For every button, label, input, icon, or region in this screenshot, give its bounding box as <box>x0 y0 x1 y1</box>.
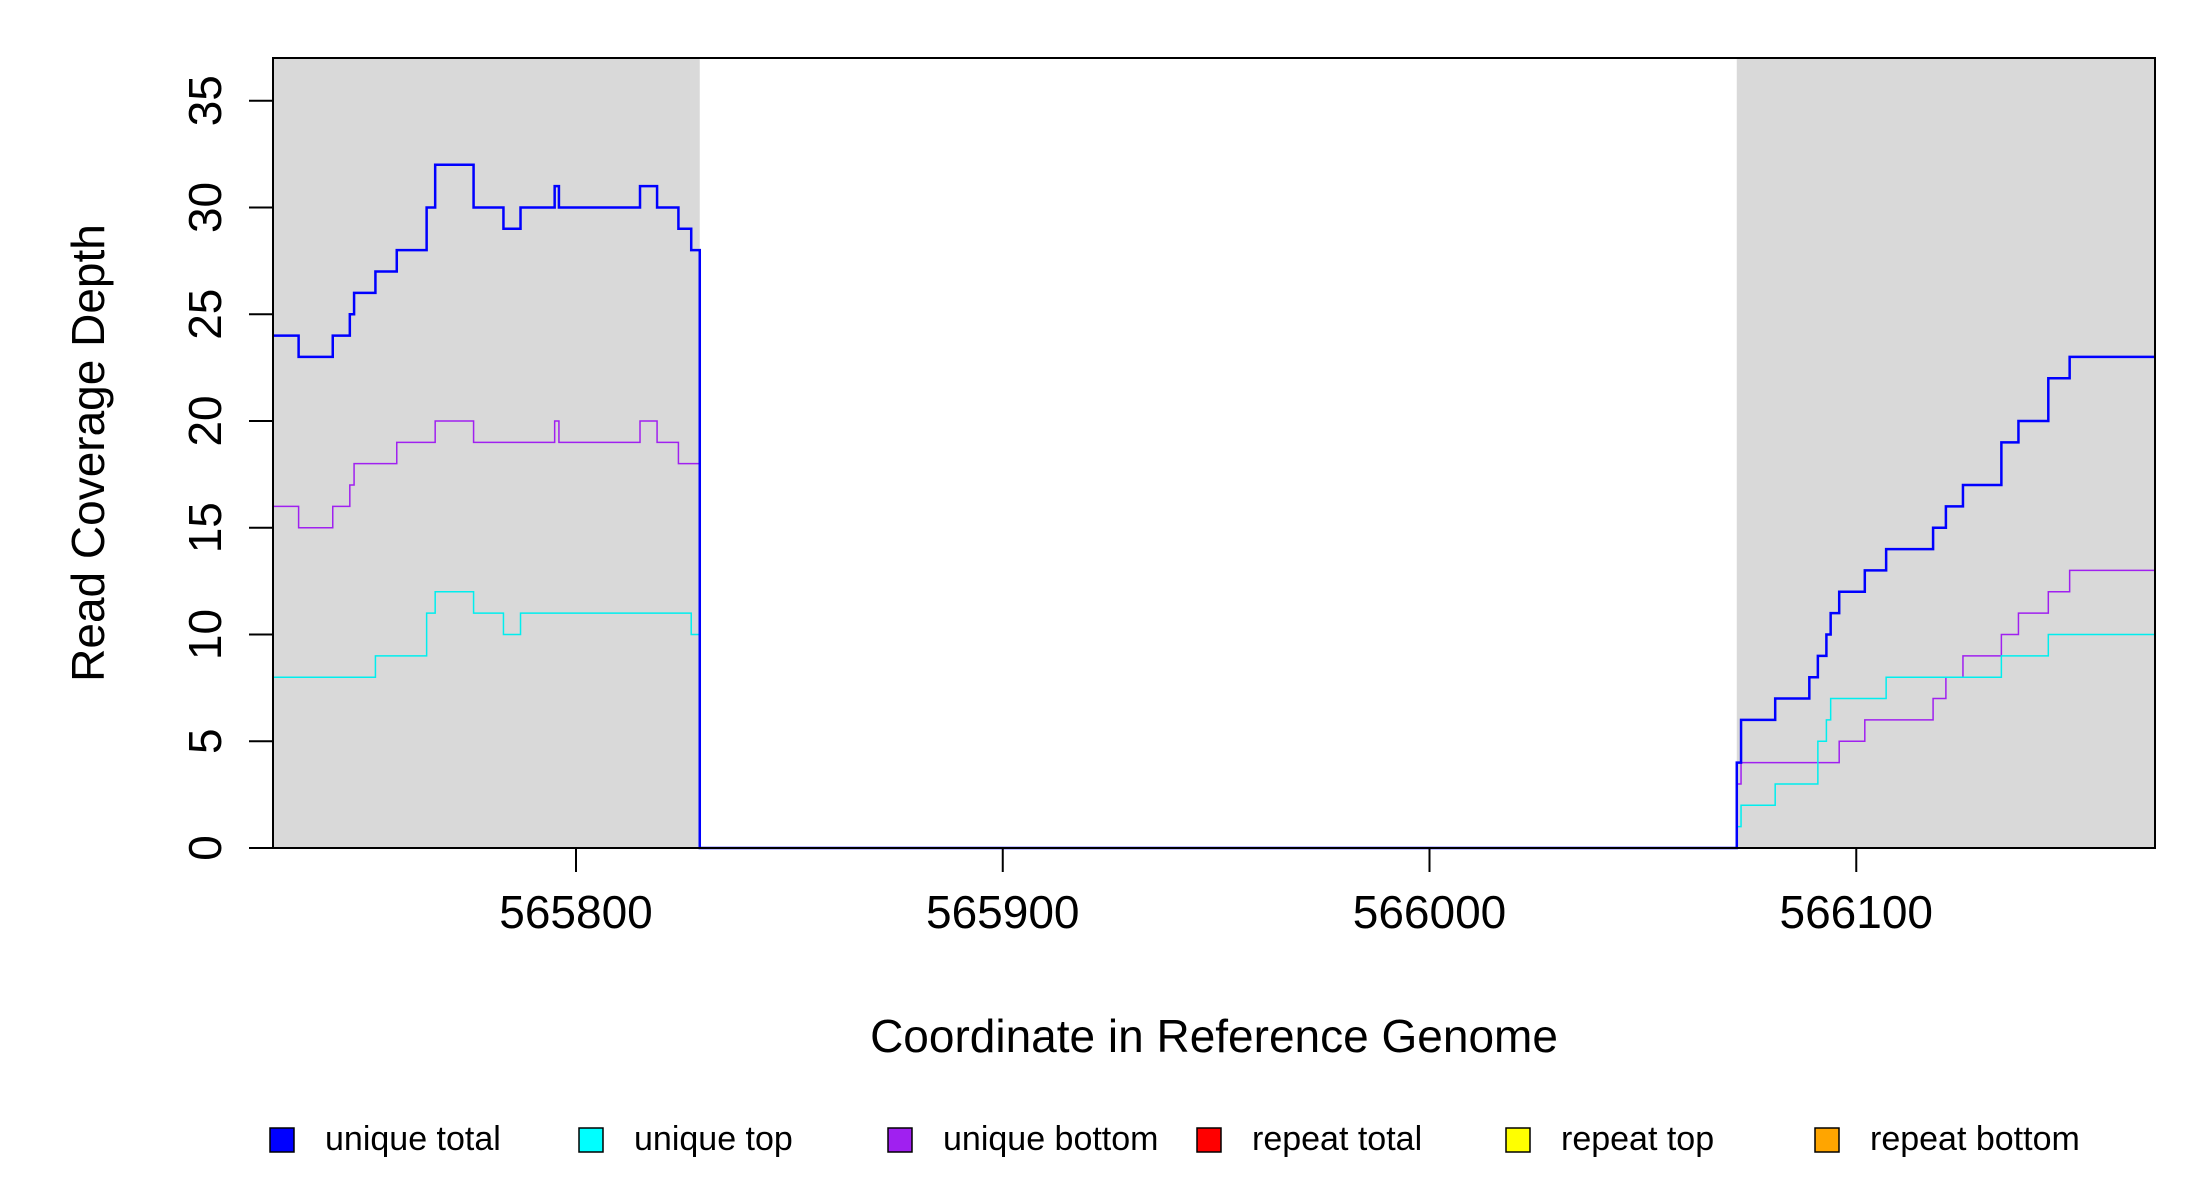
legend-label: repeat total <box>1252 1120 1422 1158</box>
x-tick-label: 566000 <box>1353 886 1507 938</box>
y-axis-title: Read Coverage Depth <box>62 224 114 682</box>
y-tick-label: 15 <box>179 502 231 553</box>
shaded-regions <box>273 58 2155 848</box>
legend-item: repeat top <box>1505 1120 1714 1158</box>
legend-swatch <box>1196 1127 1222 1153</box>
legend-swatch <box>887 1127 913 1153</box>
y-tick-label: 5 <box>179 728 231 754</box>
legend-item: unique bottom <box>887 1120 1159 1158</box>
legend-label: repeat bottom <box>1870 1120 2080 1158</box>
legend-label: unique top <box>634 1120 793 1158</box>
shaded-region-2 <box>1736 58 2155 848</box>
y-tick-label: 10 <box>179 609 231 660</box>
plot-frame <box>272 57 2156 849</box>
legend-swatch <box>578 1127 604 1153</box>
legend-label: unique bottom <box>943 1120 1159 1158</box>
legend-item: unique total <box>269 1120 501 1158</box>
y-tick-label: 35 <box>179 75 231 126</box>
legend: unique total unique top unique bottom repea… <box>269 1120 2080 1158</box>
legend-swatch <box>1814 1127 1840 1153</box>
legend-label: unique total <box>325 1120 501 1158</box>
legend-item: repeat total <box>1196 1120 1422 1158</box>
x-axis-title: Coordinate in Reference Genome <box>870 1010 1558 1062</box>
y-tick-label: 0 <box>179 835 231 861</box>
x-tick-label: 565900 <box>926 886 1080 938</box>
series-line-unique-total <box>273 163 2155 850</box>
x-tick-label: 566100 <box>1780 886 1934 938</box>
series-line-unique-bottom <box>273 420 2155 849</box>
legend-item: repeat bottom <box>1814 1120 2080 1158</box>
legend-swatch <box>1505 1127 1531 1153</box>
shaded-region-1 <box>273 58 700 848</box>
y-axis: 0 5 10 15 20 25 30 35 <box>179 75 273 861</box>
x-tick-label: 565800 <box>499 886 653 938</box>
y-tick-label: 30 <box>179 182 231 233</box>
x-axis: 565800 565900 566000 566100 <box>499 848 1933 938</box>
legend-label: repeat top <box>1561 1120 1714 1158</box>
legend-swatch <box>269 1127 295 1153</box>
y-tick-label: 25 <box>179 289 231 340</box>
legend-item: unique top <box>578 1120 793 1158</box>
y-tick-label: 20 <box>179 395 231 446</box>
